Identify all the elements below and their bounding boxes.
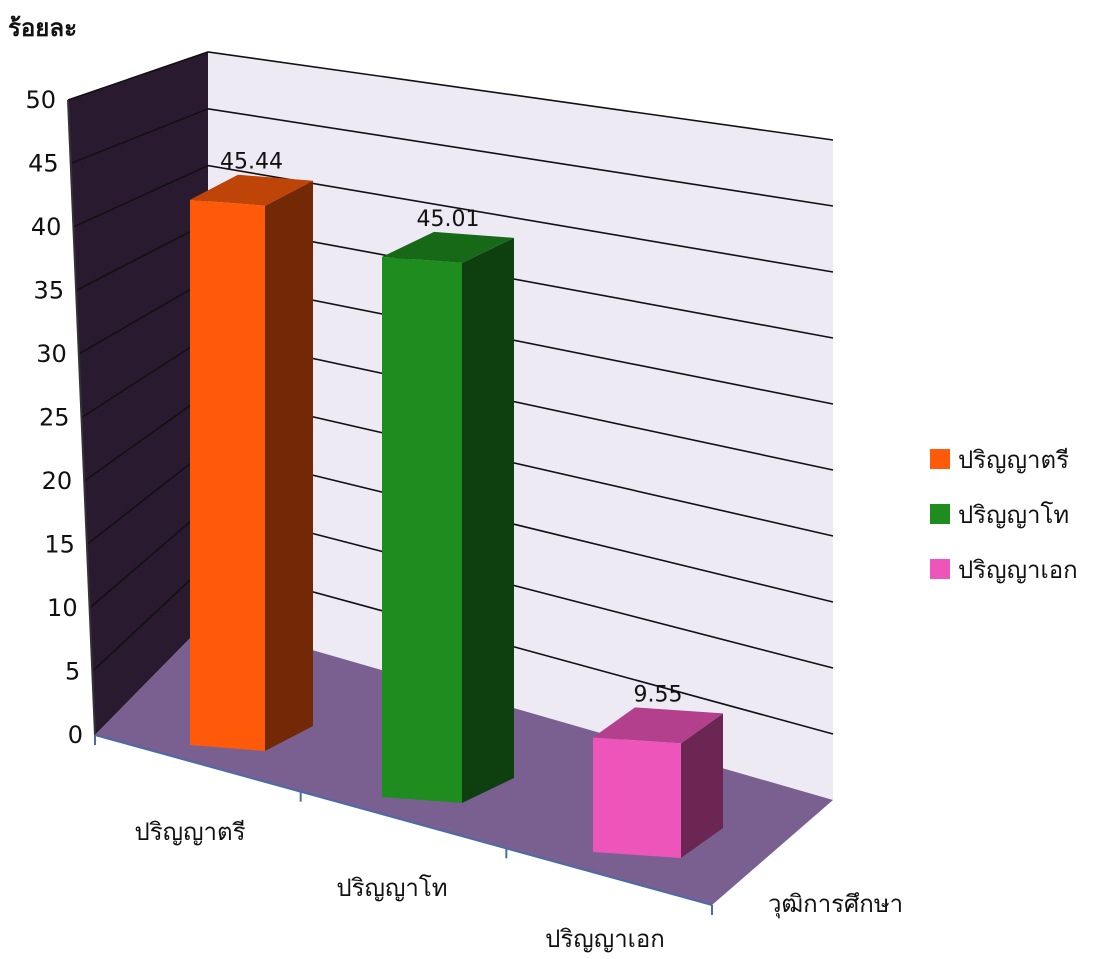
bar-front-face bbox=[190, 199, 265, 752]
y-tick-label: 15 bbox=[44, 531, 75, 559]
data-label: 45.44 bbox=[220, 150, 283, 175]
x-axis bbox=[94, 734, 713, 906]
gridlines bbox=[67, 51, 834, 735]
y-tick-label: 30 bbox=[36, 340, 67, 368]
category-label: ปริญญาเอก bbox=[545, 925, 665, 953]
data-label: 9.55 bbox=[634, 682, 683, 707]
y-tick-label: 20 bbox=[42, 467, 73, 495]
bar-top-face bbox=[382, 231, 514, 263]
bar bbox=[382, 231, 514, 803]
y-tick-label: 5 bbox=[65, 658, 80, 686]
y-ticks: 0 5 10 15 20 25 30 35 40 45 50 bbox=[25, 86, 83, 749]
gridline bbox=[70, 107, 834, 207]
x-ticks bbox=[94, 735, 713, 915]
y-tick-label: 35 bbox=[34, 277, 65, 305]
y-tick-label: 25 bbox=[39, 404, 70, 432]
data-label: 45.01 bbox=[417, 207, 480, 232]
chart-back-wall bbox=[208, 52, 833, 800]
y-tick-label: 50 bbox=[25, 86, 56, 114]
legend-swatch bbox=[930, 504, 950, 524]
depth-axis-title: วุฒิการศึกษา bbox=[768, 890, 903, 919]
legend-item: ปริญญาโท bbox=[930, 495, 1078, 533]
gridline bbox=[67, 51, 834, 141]
y-tick-label: 45 bbox=[28, 150, 59, 178]
y-tick-label: 10 bbox=[47, 594, 78, 622]
bar bbox=[190, 174, 313, 752]
y-axis bbox=[67, 99, 96, 736]
data-labels: 45.44 45.01 9.55 bbox=[220, 150, 682, 708]
y-tick-label: 0 bbox=[68, 721, 83, 749]
legend-label: ปริญญาตรี bbox=[958, 445, 1069, 474]
legend-swatch bbox=[930, 559, 950, 579]
bars bbox=[190, 174, 723, 858]
y-tick-label: 40 bbox=[31, 213, 62, 241]
bar-top-face bbox=[190, 174, 313, 206]
gridline bbox=[73, 164, 834, 273]
bar-front-face bbox=[593, 737, 681, 858]
legend-label: ปริญญาเอก bbox=[958, 555, 1078, 584]
bar-side-face bbox=[265, 180, 313, 752]
bar-front-face bbox=[382, 256, 462, 803]
bar-side-face bbox=[681, 713, 723, 858]
chart-side-wall bbox=[68, 52, 208, 735]
y-axis-title: ร้อยละ bbox=[8, 14, 77, 42]
bar-side-face bbox=[462, 237, 514, 803]
category-label: ปริญญาตรี bbox=[135, 818, 246, 846]
legend: ปริญญาตรี ปริญญาโท ปริญญาเอก bbox=[930, 440, 1078, 605]
legend-swatch bbox=[930, 449, 950, 469]
legend-item: ปริญญาเอก bbox=[930, 550, 1078, 588]
category-label: ปริญญาโท bbox=[336, 874, 447, 902]
legend-item: ปริญญาตรี bbox=[930, 440, 1078, 478]
bar-top-face bbox=[593, 707, 723, 744]
legend-label: ปริญญาโท bbox=[958, 500, 1070, 529]
bar bbox=[593, 707, 723, 858]
